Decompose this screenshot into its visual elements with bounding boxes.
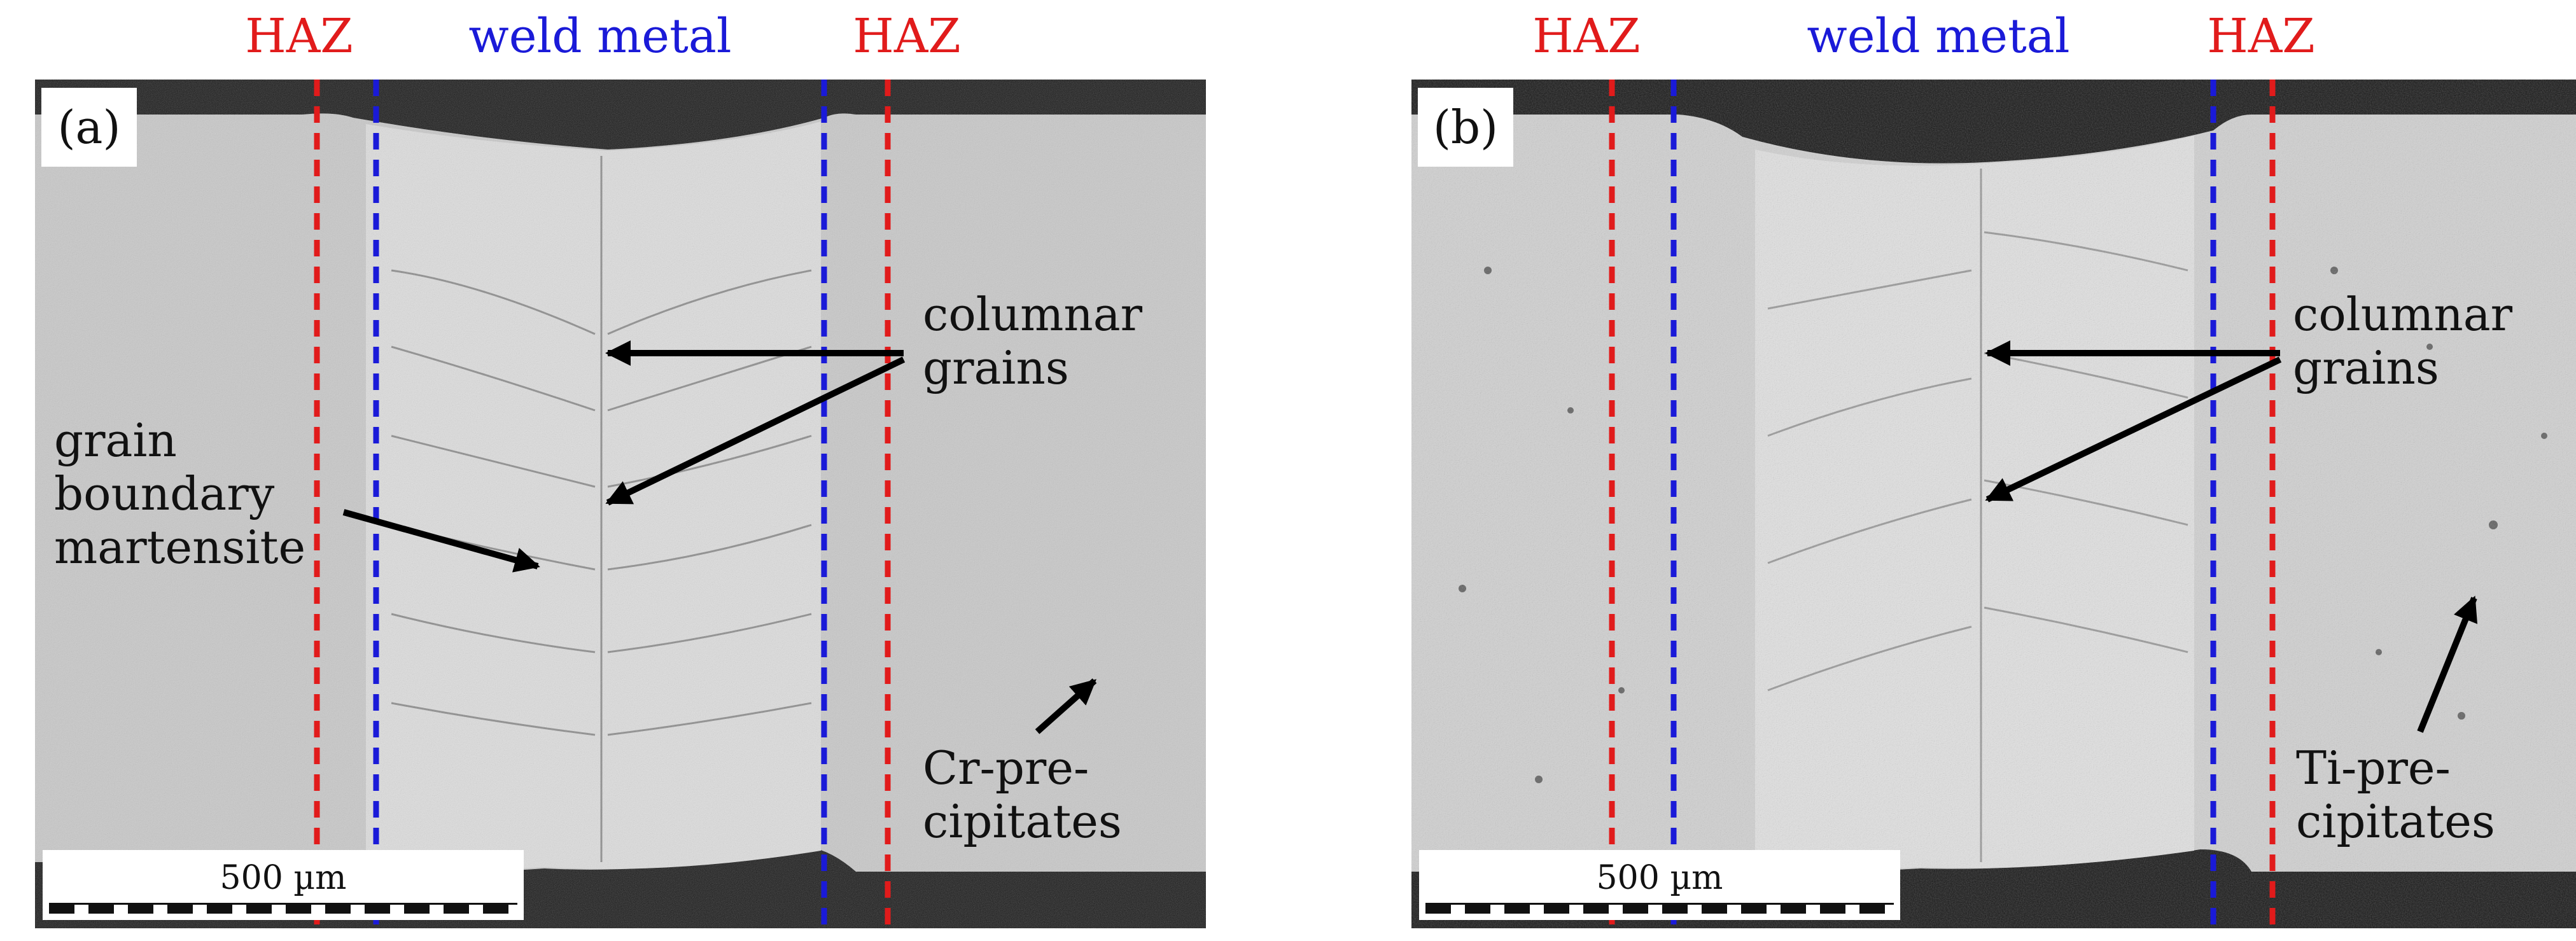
scale-bar-label: 500 µm [220, 859, 347, 897]
arrow-precipitates [2417, 596, 2478, 733]
scale-bar-line [1425, 903, 1894, 914]
panel-letter: (b) [1418, 88, 1513, 167]
annotation-precipitates: Ti-pre- cipitates [2296, 741, 2495, 848]
annotation-columnar-grains: columnar grains [923, 288, 1143, 394]
arrow-columnar-2 [605, 356, 906, 506]
scale-bar: 500 µm [43, 850, 524, 920]
panel-letter: (a) [41, 88, 137, 167]
arrow-columnar-2 [1985, 356, 2282, 503]
annotation-grain-boundary-martensite: grain boundary martensite [54, 414, 306, 574]
scale-bar-line [49, 903, 517, 914]
micrograph-a [35, 80, 1206, 928]
arrow-precipitates [1035, 678, 1097, 734]
micrograph-b [1411, 80, 2576, 928]
scale-bar: 500 µm [1419, 850, 1900, 920]
zone-label-weld-metal: weld metal [1807, 9, 2070, 64]
zone-label-haz-left: HAZ [1532, 9, 1641, 64]
arrow-martensite [342, 509, 540, 573]
annotation-precipitates: Cr-pre- cipitates [923, 741, 1122, 848]
panel-b: HAZ weld metal HAZ (b) columnar grains T… [1411, 0, 2576, 941]
zone-label-haz-right: HAZ [2207, 9, 2315, 64]
zone-label-haz-right: HAZ [853, 9, 961, 64]
zone-label-weld-metal: weld metal [468, 9, 732, 64]
zone-label-haz-left: HAZ [245, 9, 353, 64]
panel-a: HAZ weld metal HAZ (a) columnar grains g… [35, 0, 1206, 941]
texture-overlay [1411, 80, 2576, 928]
annotation-columnar-grains: columnar grains [2293, 288, 2513, 394]
scale-bar-label: 500 µm [1596, 859, 1723, 897]
